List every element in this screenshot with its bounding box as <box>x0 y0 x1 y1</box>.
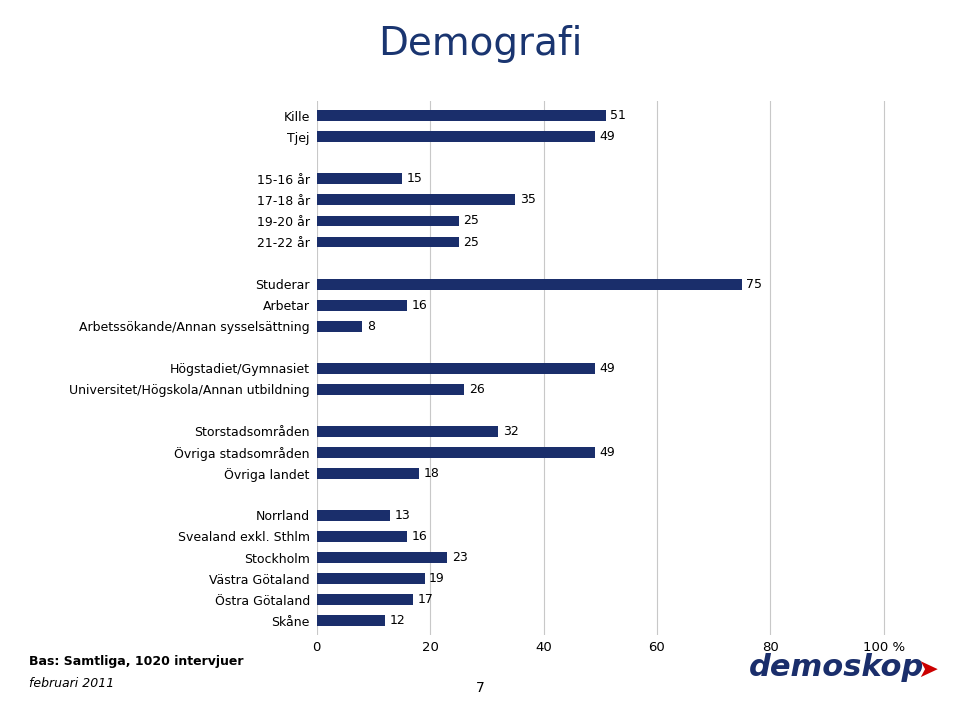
Text: 49: 49 <box>599 362 614 375</box>
Bar <box>317 510 391 521</box>
Text: Bas: Samtliga, 1020 intervjuer: Bas: Samtliga, 1020 intervjuer <box>29 655 243 668</box>
Bar <box>317 279 742 290</box>
Bar <box>317 237 459 248</box>
Bar <box>317 362 594 374</box>
Bar <box>317 426 498 437</box>
Text: 26: 26 <box>468 383 485 396</box>
Bar <box>317 173 402 184</box>
Text: ➤: ➤ <box>917 658 938 682</box>
Bar <box>317 321 362 331</box>
Text: 32: 32 <box>503 425 518 438</box>
Bar <box>317 131 594 142</box>
Text: Demografi: Demografi <box>378 25 582 64</box>
Text: 35: 35 <box>519 193 536 206</box>
Bar <box>317 110 606 121</box>
Bar <box>317 384 465 395</box>
Bar <box>317 594 413 605</box>
Text: 25: 25 <box>463 214 479 227</box>
Bar <box>317 447 594 458</box>
Text: 17: 17 <box>418 593 434 606</box>
Bar <box>317 552 447 563</box>
Bar <box>317 573 424 584</box>
Text: februari 2011: februari 2011 <box>29 677 114 690</box>
Text: 12: 12 <box>390 614 405 627</box>
Bar <box>317 194 516 206</box>
Bar <box>317 615 385 626</box>
Text: 18: 18 <box>423 467 440 480</box>
Bar <box>317 468 419 479</box>
Text: 49: 49 <box>599 446 614 459</box>
Text: 7: 7 <box>475 681 485 695</box>
Text: 75: 75 <box>747 277 762 290</box>
Text: 16: 16 <box>412 299 428 312</box>
Text: 16: 16 <box>412 530 428 543</box>
Text: 49: 49 <box>599 131 614 144</box>
Text: demoskop: demoskop <box>749 653 924 682</box>
Text: 19: 19 <box>429 572 444 585</box>
Bar <box>317 300 407 310</box>
Text: 15: 15 <box>406 173 422 186</box>
Text: 25: 25 <box>463 235 479 248</box>
Bar <box>317 531 407 542</box>
Text: 51: 51 <box>611 109 626 122</box>
Text: 13: 13 <box>395 509 411 522</box>
Bar <box>317 215 459 227</box>
Text: 23: 23 <box>452 551 468 564</box>
Text: 8: 8 <box>367 320 374 333</box>
